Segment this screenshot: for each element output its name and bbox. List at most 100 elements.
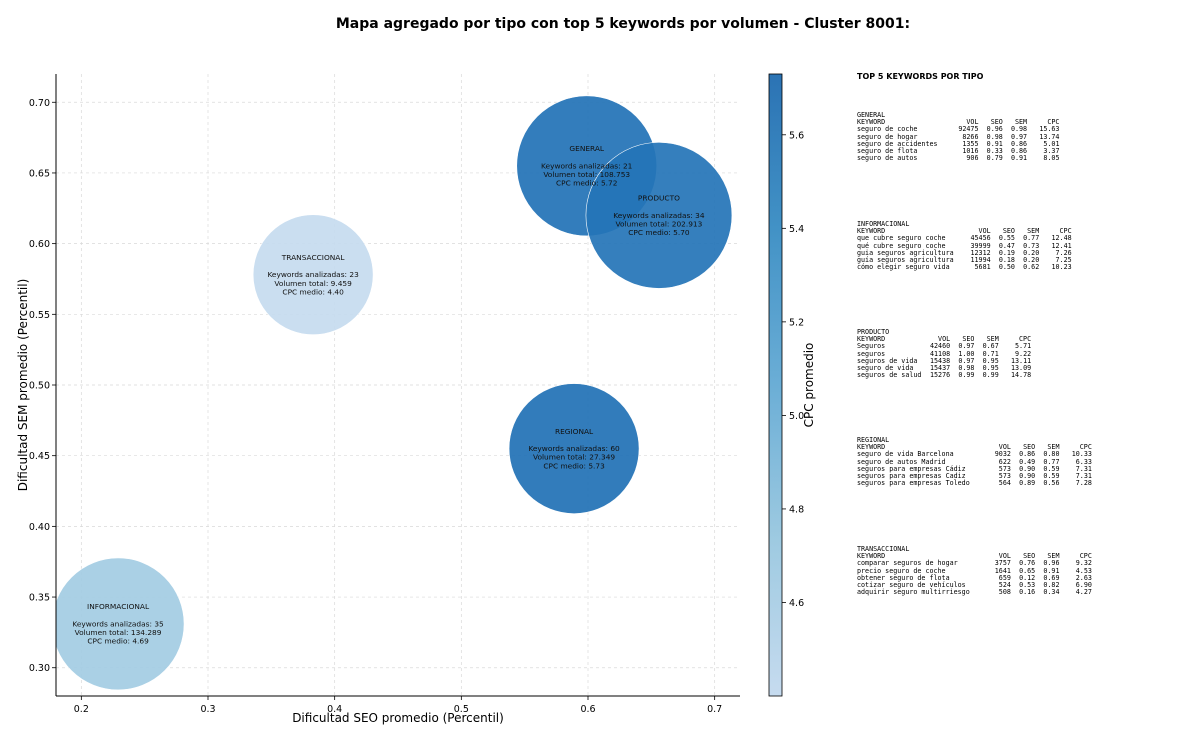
cell: 0.47 xyxy=(998,241,1015,250)
bubble-informacional xyxy=(56,557,185,691)
cell: 0.97 xyxy=(958,356,975,365)
y-tick-label: 0.45 xyxy=(29,451,50,462)
keyword-group-title: TRANSACCIONAL xyxy=(857,545,910,553)
cell: 0.97 xyxy=(1010,132,1028,141)
x-axis-label: Dificultad SEO promedio (Percentil) xyxy=(292,711,504,725)
cell: 6.33 xyxy=(1075,457,1092,466)
column-header: VOL xyxy=(998,552,1011,561)
keyword-group-regional: REGIONAL KEYWORD VOL SEO SEM CPC seguro de vid… xyxy=(857,436,1092,487)
cell: 92475 xyxy=(958,125,979,134)
cell: 1355 xyxy=(962,139,979,148)
y-tick-label: 0.30 xyxy=(29,663,50,674)
y-tick-label: 0.70 xyxy=(29,98,50,109)
colorbar: 4.6 4.8 5.0 5.2 5.4 5.6 CPC promedio xyxy=(768,73,816,697)
colorbar-tick-label: 5.0 xyxy=(789,411,804,422)
y-axis-label: Dificultad SEM promedio (Percentil) xyxy=(16,279,30,492)
cell: 0.97 xyxy=(958,342,975,351)
bubble-label-transaccional: CPC medio: 4.40 xyxy=(282,287,344,296)
column-header: CPC xyxy=(1079,552,1092,561)
keyword-group-title: PRODUCTO xyxy=(857,328,890,336)
chart-title: Mapa agregado por tipo con top 5 keyword… xyxy=(335,16,911,32)
keyword-row: seguro de accidentes 1355 0.91 0.86 5.01 xyxy=(857,139,1060,148)
x-tick-label: 0.3 xyxy=(200,704,215,715)
cell: 15437 xyxy=(930,364,951,373)
cell: 0.76 xyxy=(1019,559,1036,568)
cell: guía seguros agricultura xyxy=(857,256,954,265)
cell: 8.05 xyxy=(1043,154,1060,163)
cell: 5681 xyxy=(974,263,991,272)
column-header: SEM xyxy=(1047,443,1060,452)
cell: 0.90 xyxy=(1019,464,1036,473)
cell: 0.80 xyxy=(1043,450,1060,459)
cell: 0.69 xyxy=(1043,573,1060,582)
column-header: CPC xyxy=(1079,443,1092,452)
keyword-group-general: GENERAL KEYWORD VOL SEO SEM CPC seguro de coch… xyxy=(857,111,1060,163)
x-tick-label: 0.6 xyxy=(580,704,595,715)
cell: 1641 xyxy=(994,566,1011,575)
bubble-transaccional xyxy=(252,214,374,336)
column-header: SEO xyxy=(1023,552,1036,561)
keyword-row: seguro de vida Barcelona 9032 0.86 0.80 10.3… xyxy=(857,451,1092,458)
bubbles xyxy=(56,95,733,691)
keyword-row: guía seguros agricultura 11994 0.18 0.20 7.2… xyxy=(857,256,1072,265)
cell: seguros de vida xyxy=(857,356,918,365)
cell: 5.01 xyxy=(1043,139,1060,148)
cell: 0.77 xyxy=(1023,234,1040,243)
cell: 13.11 xyxy=(1010,356,1032,365)
cell: 0.50 xyxy=(998,263,1015,272)
cell: 0.49 xyxy=(1019,457,1036,466)
cell: seguro de vida Barcelona xyxy=(857,450,954,459)
cell: 0.79 xyxy=(986,154,1003,163)
cell: 1.00 xyxy=(958,349,975,358)
cell: 7.31 xyxy=(1075,464,1092,473)
bubble-label-general: CPC medio: 5.72 xyxy=(556,179,617,188)
bubble-label-transaccional: TRANSACCIONAL xyxy=(281,253,346,262)
column-header: SEM xyxy=(1027,227,1040,236)
column-header: KEYWORD xyxy=(857,227,886,236)
x-tick-label: 0.2 xyxy=(74,704,89,715)
column-header: SEM xyxy=(986,335,999,344)
bubble-label-producto: PRODUCTO xyxy=(638,194,680,203)
keyword-row: seguro de autos Madrid 622 0.49 0.77 6.33 xyxy=(857,457,1092,466)
axes: 0.2 0.3 0.4 0.5 0.6 0.7 0.30 0.35 0.40 0.45 0.50 0.… xyxy=(16,74,740,725)
cell: seguros para empresas Toledo xyxy=(857,479,970,488)
column-header: KEYWORD xyxy=(857,443,886,452)
colorbar-tick-label: 5.4 xyxy=(789,224,804,235)
cell: seguro de autos xyxy=(857,154,918,163)
keyword-row: seguros para empresas Toledo 564 0.89 0.56 7… xyxy=(857,480,1092,487)
cell: 5.71 xyxy=(1015,342,1032,351)
cell: 0.59 xyxy=(1043,472,1060,481)
cell: 10.33 xyxy=(1071,450,1092,459)
cell: 2.63 xyxy=(1075,573,1092,582)
keyword-group-title: INFORMACIONAL xyxy=(857,220,910,228)
keyword-group-transaccional: TRANSACCIONAL KEYWORD VOL SEO SEM CPC comparar… xyxy=(857,545,1092,597)
bubble-label-transaccional: Keywords analizadas: 23 xyxy=(267,270,359,279)
column-header: SEO xyxy=(962,335,975,344)
cell: 3.37 xyxy=(1043,147,1060,156)
column-header: SEM xyxy=(1014,118,1028,127)
y-tick-label: 0.65 xyxy=(29,168,50,179)
cell: 4.53 xyxy=(1075,566,1092,575)
bubble-label-producto: Volumen total: 202.913 xyxy=(616,219,703,228)
keyword-row: seguro de vida 15437 0.98 0.95 13.09 xyxy=(857,364,1031,373)
cell: 7.25 xyxy=(1055,256,1072,265)
cell: 573 xyxy=(998,464,1011,473)
cell: adquirir seguro multirriesgo xyxy=(857,588,970,597)
bubble-label-informacional: INFORMACIONAL xyxy=(87,602,150,611)
cell: 0.99 xyxy=(982,371,999,380)
cell: 0.86 xyxy=(1010,147,1028,156)
column-header: VOL xyxy=(938,335,951,344)
cell: comparar seguros de hogar xyxy=(857,559,958,568)
cell: 9032 xyxy=(994,450,1011,459)
cell: 45456 xyxy=(970,234,991,243)
keyword-row: obtener seguro de flota 659 0.12 0.69 2.63 xyxy=(857,573,1092,582)
cell: 906 xyxy=(966,154,979,163)
cell: 12312 xyxy=(970,248,991,257)
y-tick-label: 0.55 xyxy=(29,310,50,321)
cell: 0.91 xyxy=(1010,154,1028,163)
keyword-header: KEYWORD VOL SEO SEM CPC xyxy=(857,552,1092,561)
cell: 0.34 xyxy=(1043,588,1060,597)
cell: 0.82 xyxy=(1043,581,1060,590)
keyword-group-title: GENERAL xyxy=(857,111,886,119)
keyword-row: seguros para empresas Cádiz 573 0.90 0.59 7.… xyxy=(857,464,1092,473)
